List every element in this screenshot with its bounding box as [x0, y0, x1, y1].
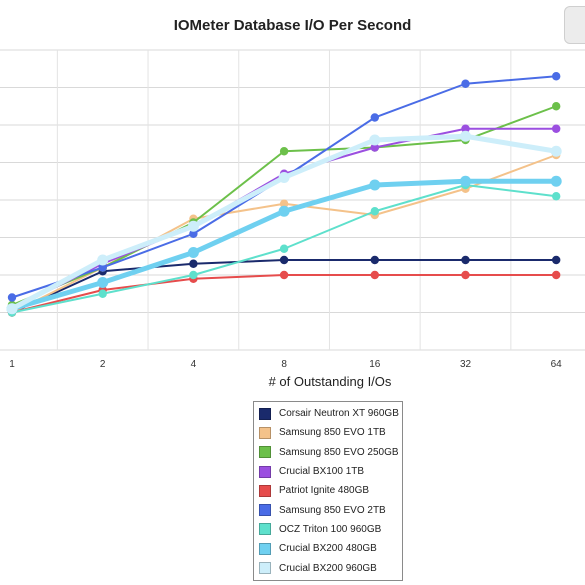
series-line: [11, 274, 557, 314]
data-point: [370, 270, 379, 280]
data-point: [461, 270, 470, 280]
data-point: [461, 79, 470, 88]
legend-label: Corsair Neutron XT 960GB: [279, 408, 399, 420]
x-tick-label: 64: [551, 359, 563, 370]
data-point: [278, 205, 290, 217]
data-point: [189, 259, 198, 268]
x-tick-label: 16: [369, 359, 381, 370]
data-point: [552, 102, 561, 111]
legend-item: Crucial BX200 480GB: [254, 539, 402, 558]
data-point: [279, 255, 289, 265]
legend-swatch: [259, 446, 271, 459]
site-logo: [564, 6, 585, 44]
legend-item: Samsung 850 EVO 250GB: [254, 443, 402, 462]
data-point: [7, 293, 17, 302]
data-point: [279, 270, 289, 280]
data-point: [98, 289, 107, 298]
data-point: [460, 175, 471, 187]
data-point: [278, 172, 290, 183]
legend-swatch: [259, 407, 271, 420]
data-point: [550, 175, 562, 187]
data-point: [187, 247, 199, 258]
legend-item: Corsair Neutron XT 960GB: [254, 404, 402, 423]
data-point: [279, 244, 289, 253]
legend-item: Crucial BX100 1TB: [254, 462, 402, 481]
legend-label: Crucial BX200 960GB: [279, 562, 377, 574]
legend-label: Patriot Ignite 480GB: [279, 485, 370, 497]
legend-label: Crucial BX100 1TB: [279, 466, 365, 478]
data-point: [370, 207, 379, 216]
legend-swatch: [259, 484, 271, 497]
data-point: [370, 255, 379, 265]
legend-item: Patriot Ignite 480GB: [254, 481, 402, 500]
data-point: [187, 220, 199, 232]
legend-label: Samsung 850 EVO 2TB: [279, 504, 386, 516]
data-point: [369, 179, 381, 191]
data-point: [460, 130, 471, 142]
data-point: [461, 255, 470, 265]
data-point: [279, 147, 289, 156]
x-tick-label: 2: [100, 359, 106, 370]
data-point: [6, 303, 18, 315]
data-point: [552, 192, 561, 201]
x-tick-label: 32: [460, 359, 472, 370]
data-point: [552, 255, 561, 265]
x-tick-label: 1: [9, 359, 15, 370]
legend-label: Samsung 850 EVO 250GB: [279, 446, 399, 458]
data-point: [98, 263, 107, 272]
gridlines: [0, 49, 585, 351]
data-point: [279, 199, 289, 208]
data-point: [370, 143, 379, 152]
legend-swatch: [259, 426, 271, 439]
legend-label: OCZ Triton 100 960GB: [279, 523, 382, 535]
legend-item: Crucial BX200 960GB: [254, 558, 402, 577]
data-point: [369, 134, 381, 146]
data-point: [550, 145, 562, 157]
legend-label: Crucial BX200 480GB: [279, 543, 377, 555]
legend-swatch: [259, 542, 271, 555]
series-8: [6, 130, 562, 315]
data-point: [97, 277, 109, 288]
legend-label: Samsung 850 EVO 1TB: [279, 427, 386, 439]
x-axis-label: # of Outstanding I/Os: [268, 374, 392, 389]
legend-swatch: [259, 465, 271, 478]
legend-swatch: [259, 523, 271, 536]
data-point: [552, 270, 561, 280]
legend-item: OCZ Triton 100 960GB: [254, 520, 402, 539]
data-point: [461, 124, 470, 133]
data-point: [189, 270, 198, 280]
data-point: [552, 124, 561, 133]
data-point: [552, 72, 561, 81]
chart-legend: Corsair Neutron XT 960GB Samsung 850 EVO …: [253, 401, 403, 581]
chart-title: IOMeter Database I/O Per Second: [173, 17, 412, 34]
data-point: [97, 254, 109, 266]
x-tick-label: 8: [281, 359, 287, 370]
data-point: [189, 229, 198, 238]
series-line: [11, 127, 557, 310]
legend-swatch: [259, 504, 271, 517]
legend-swatch: [259, 562, 271, 575]
x-tick-label: 4: [191, 359, 197, 370]
legend-item: Samsung 850 EVO 2TB: [254, 500, 402, 519]
x-axis-ticks: 1 2 4 8 16 32 64: [9, 359, 562, 370]
data-point: [370, 113, 379, 122]
legend-item: Samsung 850 EVO 1TB: [254, 423, 402, 442]
